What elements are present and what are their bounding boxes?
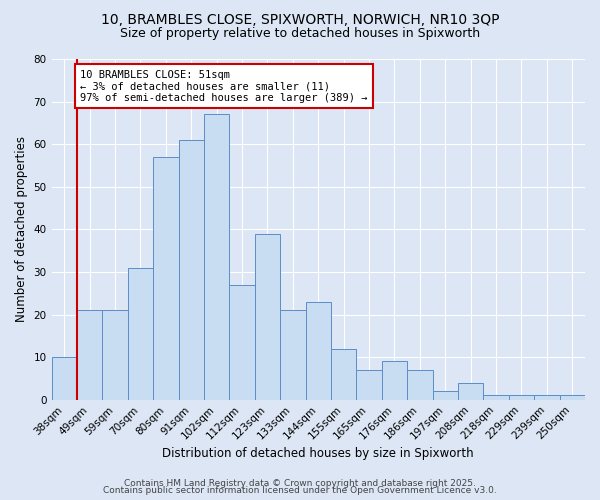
Text: Contains public sector information licensed under the Open Government Licence v3: Contains public sector information licen… xyxy=(103,486,497,495)
Bar xyxy=(305,302,331,400)
Bar xyxy=(229,284,255,400)
Bar xyxy=(560,396,585,400)
Bar xyxy=(356,370,382,400)
Bar xyxy=(103,310,128,400)
X-axis label: Distribution of detached houses by size in Spixworth: Distribution of detached houses by size … xyxy=(163,447,474,460)
Text: 10, BRAMBLES CLOSE, SPIXWORTH, NORWICH, NR10 3QP: 10, BRAMBLES CLOSE, SPIXWORTH, NORWICH, … xyxy=(101,12,499,26)
Text: Size of property relative to detached houses in Spixworth: Size of property relative to detached ho… xyxy=(120,28,480,40)
Bar xyxy=(433,391,458,400)
Bar xyxy=(534,396,560,400)
Bar xyxy=(407,370,433,400)
Text: 10 BRAMBLES CLOSE: 51sqm
← 3% of detached houses are smaller (11)
97% of semi-de: 10 BRAMBLES CLOSE: 51sqm ← 3% of detache… xyxy=(80,70,367,103)
Bar xyxy=(255,234,280,400)
Y-axis label: Number of detached properties: Number of detached properties xyxy=(15,136,28,322)
Bar xyxy=(484,396,509,400)
Bar xyxy=(280,310,305,400)
Bar xyxy=(153,157,179,400)
Bar xyxy=(458,382,484,400)
Bar xyxy=(509,396,534,400)
Bar xyxy=(204,114,229,400)
Bar xyxy=(382,362,407,400)
Bar xyxy=(77,310,103,400)
Bar xyxy=(179,140,204,400)
Bar xyxy=(128,268,153,400)
Bar xyxy=(331,348,356,400)
Bar xyxy=(52,357,77,400)
Text: Contains HM Land Registry data © Crown copyright and database right 2025.: Contains HM Land Registry data © Crown c… xyxy=(124,478,476,488)
